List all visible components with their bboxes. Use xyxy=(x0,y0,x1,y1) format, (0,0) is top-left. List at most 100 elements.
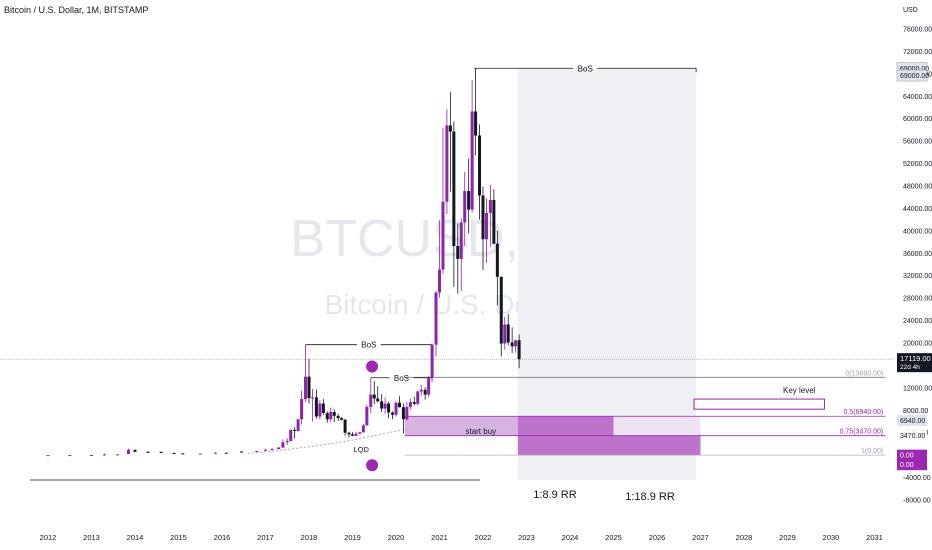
projection-shade xyxy=(517,68,697,480)
candle-body xyxy=(478,135,482,196)
y-tick-label: 44000.00 xyxy=(903,206,932,213)
candle-body xyxy=(213,452,217,454)
candle-body xyxy=(441,201,445,270)
x-tick-label: 2014 xyxy=(127,533,144,542)
candle-body xyxy=(514,340,518,347)
bos-label: BoS xyxy=(361,341,376,350)
candle-body xyxy=(68,455,72,457)
candle-body xyxy=(46,455,50,457)
candle-body xyxy=(405,406,409,420)
candle-body xyxy=(445,125,449,202)
bos-label: BoS xyxy=(578,64,593,73)
candle-body xyxy=(133,449,137,452)
x-tick-label: 2023 xyxy=(518,533,535,542)
y-tick-label: 72000.00 xyxy=(903,49,932,56)
y-tick-label: -8000.00 xyxy=(903,498,931,505)
key-level-box xyxy=(693,398,825,410)
candle-body xyxy=(452,131,456,246)
candle-body xyxy=(365,406,369,426)
candle-body xyxy=(463,191,467,223)
candle-body xyxy=(351,434,354,436)
price-tag xyxy=(897,449,927,461)
candle-body xyxy=(358,432,362,434)
candle-body xyxy=(448,125,452,132)
x-tick-label: 2017 xyxy=(257,533,274,542)
candle-body xyxy=(181,453,185,455)
x-tick-label: 2013 xyxy=(83,533,100,542)
candle-body xyxy=(510,342,514,347)
candle-body xyxy=(126,449,130,455)
candle-body xyxy=(427,377,431,395)
y-tick-label: 28000.00 xyxy=(903,296,932,303)
candle-body xyxy=(470,111,474,210)
price-tag xyxy=(896,69,928,82)
x-tick-label: 2015 xyxy=(170,533,187,542)
candle-body xyxy=(397,402,401,408)
candle-body xyxy=(172,453,176,455)
candle-body xyxy=(361,425,365,433)
x-tick-label: 2019 xyxy=(344,533,361,542)
rr-zone xyxy=(404,416,518,436)
candle-body xyxy=(264,449,267,451)
candle-body xyxy=(474,111,478,136)
candle-body xyxy=(456,245,460,259)
x-tick-label: 2025 xyxy=(605,533,622,542)
y-tick-label: 20000.00 xyxy=(903,341,932,348)
fib-label: 1(0.00) xyxy=(861,448,883,455)
y-tick-label: 40000.00 xyxy=(903,228,932,235)
candle-body xyxy=(408,402,412,407)
candle-body xyxy=(90,454,93,456)
candle-body xyxy=(484,212,488,240)
x-tick-label: 2027 xyxy=(692,533,709,542)
candle-body xyxy=(146,451,150,453)
x-tick-label: 2031 xyxy=(866,533,883,542)
candle-body xyxy=(387,403,391,413)
candle-body xyxy=(372,394,376,399)
candle-body xyxy=(318,403,322,417)
candle-body xyxy=(369,394,373,407)
price-tag-label: 0.00 xyxy=(900,462,914,469)
lqd-label: LQD xyxy=(353,445,369,454)
candle-body xyxy=(310,397,314,399)
y-tick-label: 64000.00 xyxy=(903,94,932,101)
candle-body xyxy=(340,418,344,420)
candle-body xyxy=(304,376,308,400)
x-tick-label: 2021 xyxy=(431,533,448,542)
y-tick-label: 24000.00 xyxy=(903,318,932,325)
candle-body xyxy=(103,454,107,456)
candle-body xyxy=(198,453,202,455)
rr-label: 1:18.9 RR xyxy=(625,491,675,503)
candle-body xyxy=(503,324,507,344)
candle-body xyxy=(296,419,300,432)
y-tick-label: 8000.00 xyxy=(903,408,928,415)
candle-body xyxy=(293,429,297,432)
candle-body xyxy=(434,292,438,345)
candle-body xyxy=(300,399,304,420)
x-tick-label: 2012 xyxy=(40,533,57,542)
x-tick-label: 2020 xyxy=(388,533,405,542)
x-tick-label: 2028 xyxy=(736,533,753,542)
price-tag xyxy=(897,430,927,442)
candle-body xyxy=(116,454,120,456)
candle-body xyxy=(467,191,471,210)
candle-body xyxy=(325,413,329,420)
chart-title: Bitcoin / U.S. Dollar, 1M, BITSTAMP xyxy=(4,5,149,15)
candle-body xyxy=(224,452,228,454)
rr-zone xyxy=(517,435,701,456)
candle-body xyxy=(270,449,274,451)
candle-body xyxy=(332,411,336,416)
price-tag-label: 0.00 xyxy=(900,453,914,460)
candle-body xyxy=(343,419,347,433)
candle-body xyxy=(255,450,259,452)
candle-body xyxy=(329,411,333,420)
x-tick-label: 2029 xyxy=(779,533,796,542)
price-tag xyxy=(897,414,927,426)
candle-body xyxy=(285,441,289,443)
candle-body xyxy=(336,415,340,419)
marker-circle xyxy=(366,459,379,472)
candle-body xyxy=(459,222,463,259)
candle-body xyxy=(321,403,325,414)
y-tick-label: 52000.00 xyxy=(903,161,932,168)
candle-body xyxy=(506,324,510,343)
